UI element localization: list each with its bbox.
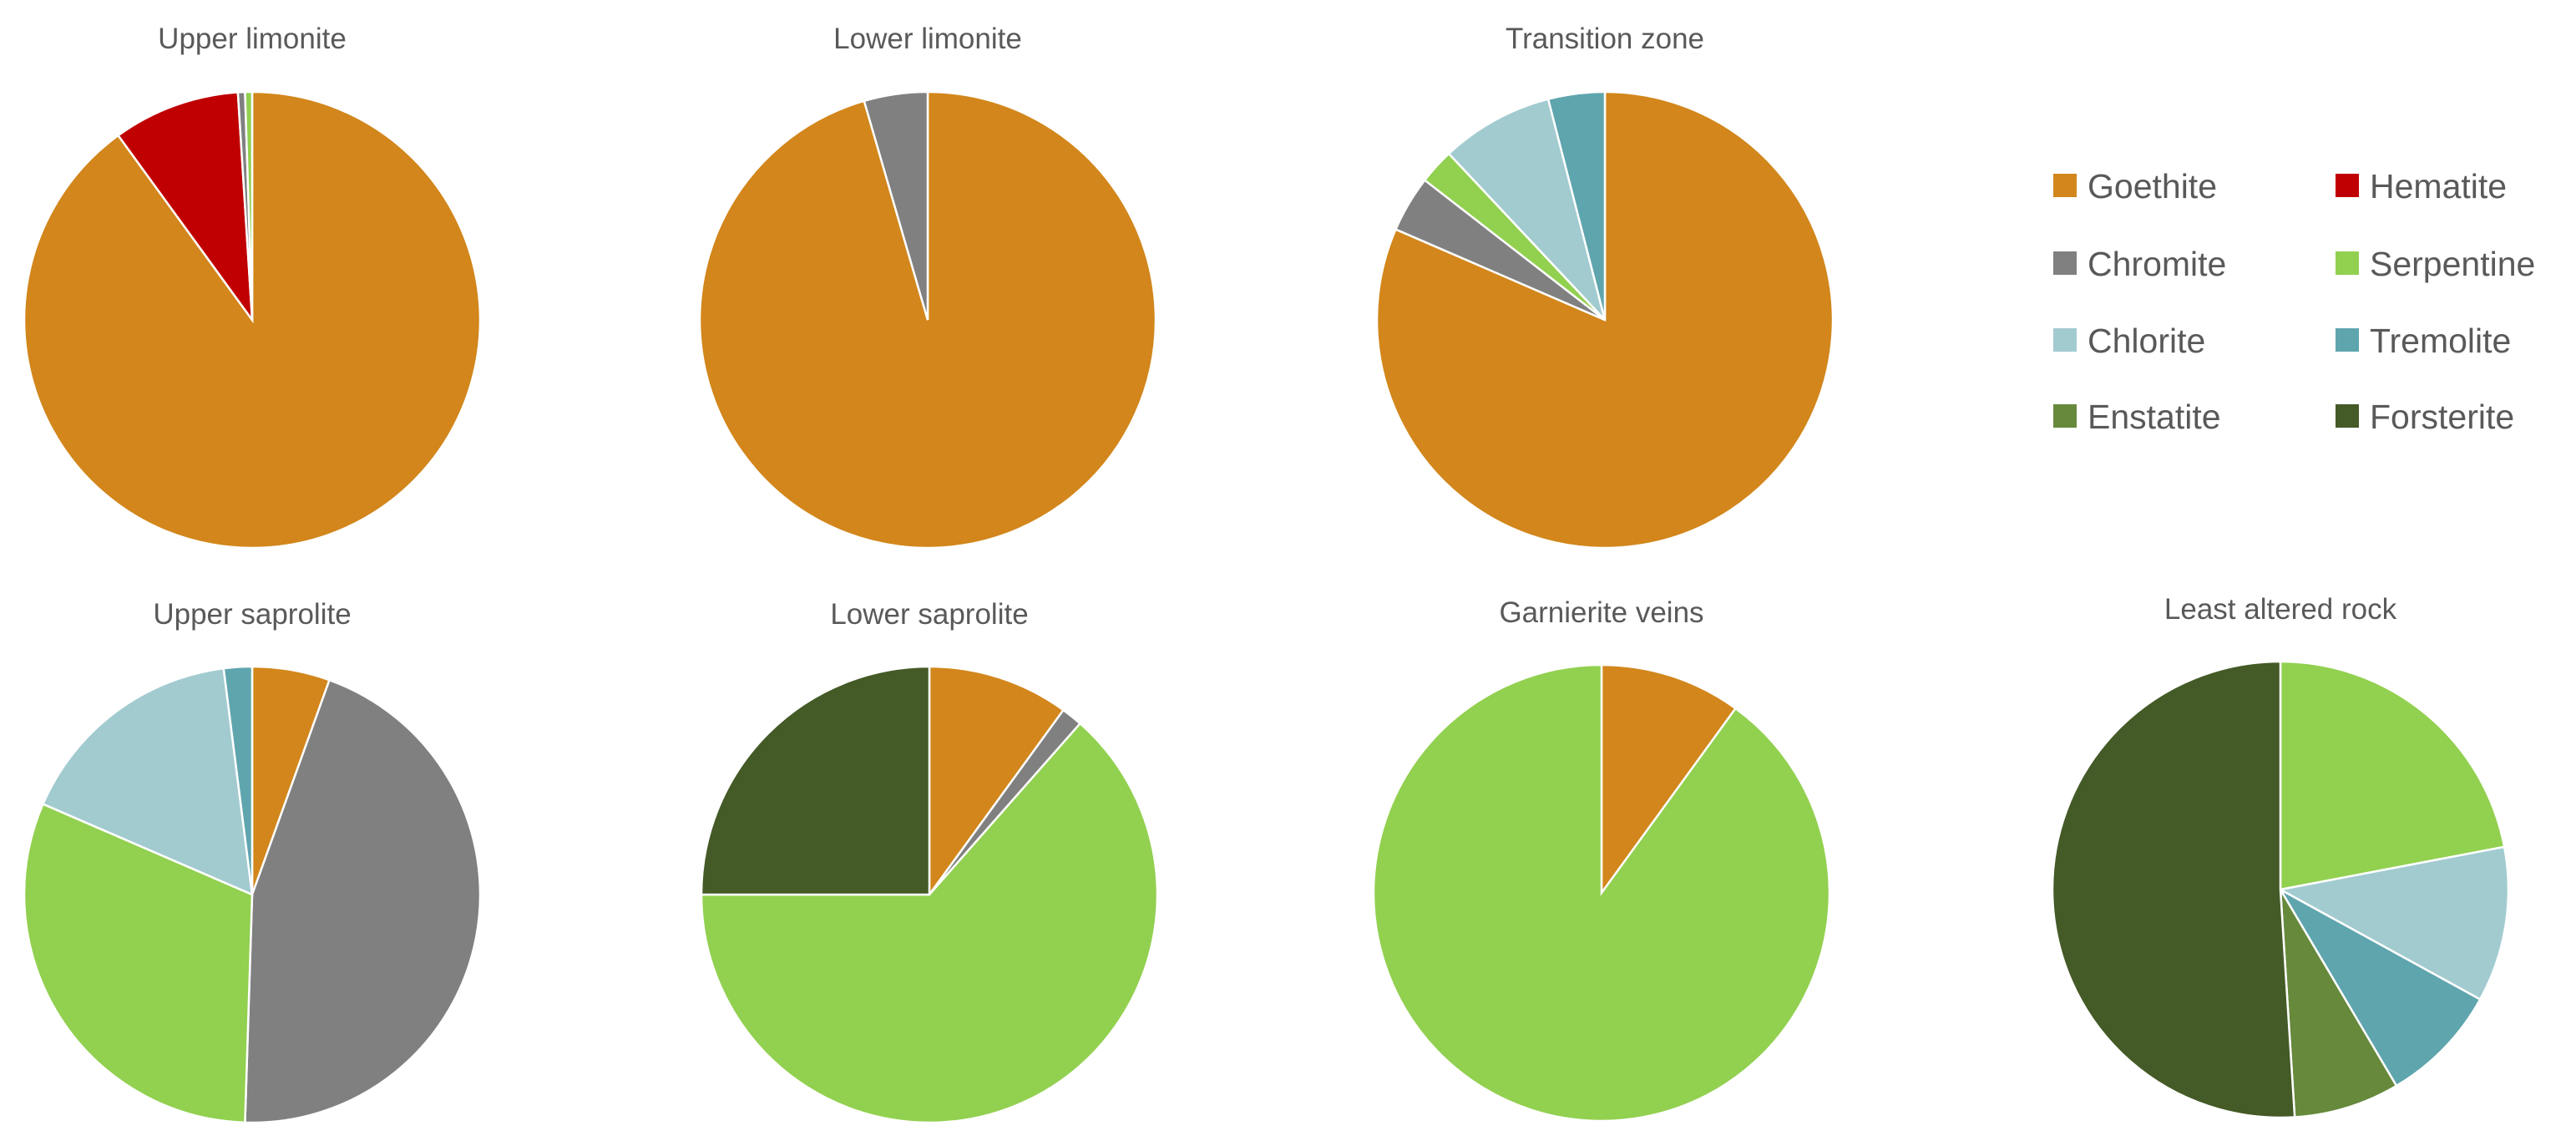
legend-item: Tremolite	[2336, 322, 2511, 360]
legend-item: Chromite	[2053, 245, 2226, 283]
panel-title-upper-saprolite: Upper saprolite	[153, 598, 351, 631]
pie-slice-forsterite	[700, 665, 931, 896]
pie-slice-forsterite	[2051, 660, 2296, 1119]
legend-item: Forsterite	[2336, 398, 2514, 436]
legend-label-forsterite: Forsterite	[2370, 398, 2514, 436]
pie-slice-serpentine	[23, 802, 254, 1124]
panel-garnierite-veins: Garnierite veins	[1372, 596, 1831, 1123]
panel-lower-saprolite: Lower saprolite	[700, 598, 1159, 1124]
legend-item: Enstatite	[2053, 398, 2221, 436]
pie-upper-saprolite	[23, 665, 482, 1124]
legend-swatch-chromite	[2053, 251, 2077, 275]
legend-swatch-enstatite	[2053, 404, 2077, 428]
legend-item: Goethite	[2053, 167, 2217, 205]
pie-slice-chromite	[863, 90, 929, 321]
legend-item: Chlorite	[2053, 322, 2205, 360]
legend-label-hematite: Hematite	[2370, 167, 2507, 205]
pie-least-altered-rock	[2051, 660, 2510, 1119]
pie-slice-serpentine	[2279, 660, 2506, 891]
pie-slice-hematite	[116, 91, 254, 324]
pie-slice-goethite	[1600, 663, 1738, 896]
pie-slice-chromite	[244, 678, 482, 1124]
pie-slice-enstatite	[2279, 889, 2398, 1118]
legend-swatch-chlorite	[2053, 328, 2077, 352]
legend-label-serpentine: Serpentine	[2370, 245, 2535, 283]
panel-least-altered-rock: Least altered rock	[2051, 593, 2510, 1119]
legend-item: Serpentine	[2336, 245, 2535, 283]
pie-slice-chlorite	[2277, 845, 2510, 1001]
pie-garnierite-veins	[1372, 663, 1831, 1123]
panel-title-upper-limonite: Upper limonite	[158, 23, 347, 55]
panel-title-least-altered-rock: Least altered rock	[2164, 593, 2397, 626]
legend-swatch-serpentine	[2336, 251, 2359, 275]
panel-title-lower-limonite: Lower limonite	[833, 23, 1022, 55]
pie-slice-tremolite	[2277, 886, 2482, 1088]
legend-swatch-hematite	[2336, 174, 2359, 197]
legend-label-enstatite: Enstatite	[2088, 398, 2221, 436]
pie-slice-serpentine	[1372, 663, 1831, 1123]
legend-label-goethite: Goethite	[2088, 167, 2217, 205]
pie-slice-tremolite	[1546, 90, 1607, 321]
legend-item: Hematite	[2336, 167, 2507, 205]
pie-slice-goethite	[928, 665, 1065, 898]
legend-label-tremolite: Tremolite	[2370, 322, 2511, 360]
legend-label-chromite: Chromite	[2088, 245, 2226, 283]
pie-transition-zone	[1375, 90, 1835, 550]
pie-slice-serpentine	[700, 722, 1159, 1124]
pie-slice-serpentine	[244, 90, 254, 321]
pie-slice-chlorite	[41, 667, 254, 897]
panel-lower-limonite: Lower limonite	[698, 23, 1157, 550]
pie-slice-chlorite	[1447, 98, 1607, 321]
pie-slice-tremolite	[222, 665, 254, 895]
panel-upper-limonite: Upper limonite	[23, 23, 482, 550]
legend-swatch-goethite	[2053, 174, 2077, 197]
pie-upper-limonite	[23, 90, 482, 550]
pie-lower-limonite	[698, 90, 1157, 550]
legend-swatch-forsterite	[2336, 404, 2359, 428]
pie-slice-goethite	[1375, 90, 1835, 550]
panel-upper-saprolite: Upper saprolite	[23, 598, 482, 1124]
legend-swatch-tremolite	[2336, 328, 2359, 352]
panel-title-garnierite-veins: Garnierite veins	[1499, 596, 1703, 629]
legend: Goethite Hematite Chromite Serpentine Ch…	[2053, 167, 2535, 436]
panel-title-lower-saprolite: Lower saprolite	[830, 598, 1028, 631]
panel-title-transition-zone: Transition zone	[1506, 23, 1704, 55]
pie-lower-saprolite	[700, 665, 1159, 1124]
panel-transition-zone: Transition zone	[1375, 23, 1835, 550]
legend-label-chlorite: Chlorite	[2088, 322, 2205, 360]
